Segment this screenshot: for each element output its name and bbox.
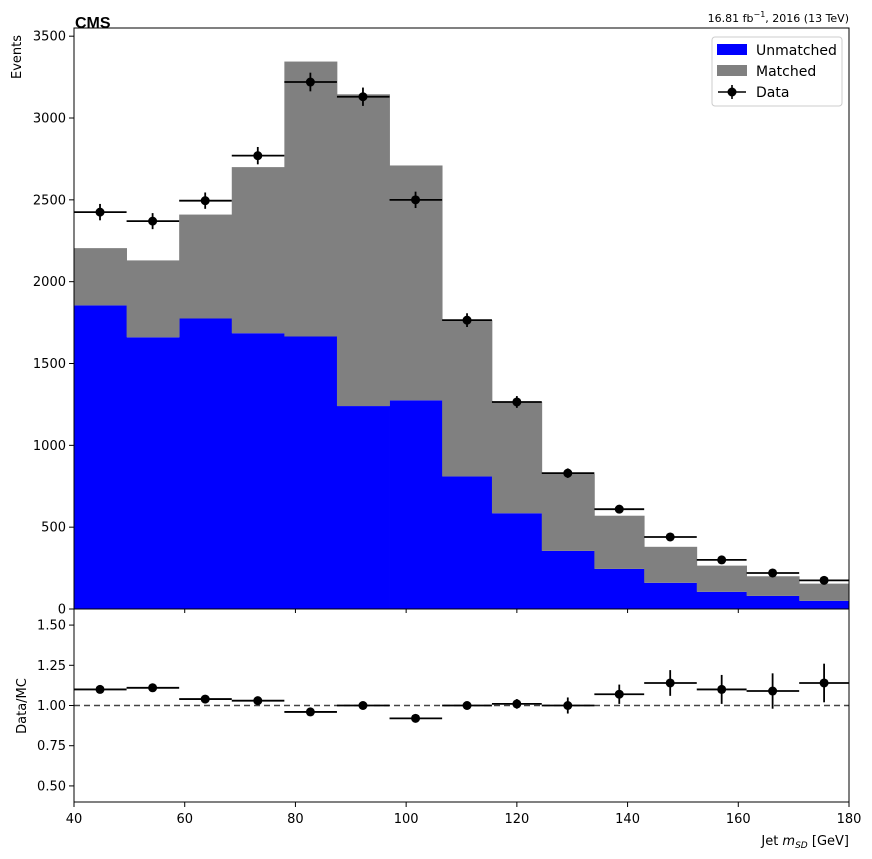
bar-matched-1: [126, 260, 180, 338]
bar-unmatched-10: [594, 568, 645, 609]
data-point-4: [305, 77, 315, 87]
bar-unmatched-8: [491, 513, 543, 609]
ratio-point-0: [95, 684, 105, 694]
data-point-7: [462, 315, 472, 325]
bar-unmatched-11: [644, 582, 698, 609]
bar-matched-4: [284, 61, 338, 337]
data-point-3: [253, 151, 263, 161]
main-y-axis-label: Events: [10, 35, 25, 79]
data-point-1: [148, 216, 158, 226]
bar-unmatched-0: [74, 305, 127, 609]
ratio-point-10: [614, 689, 624, 699]
bar-unmatched-13: [746, 595, 800, 609]
bar-unmatched-4: [284, 336, 338, 609]
main-ytick-label-2: 1000: [33, 439, 66, 454]
bar-matched-7: [442, 320, 493, 477]
x-tick-label-4: 120: [504, 812, 529, 827]
ratio-y-axis-label: Data/MC: [15, 678, 30, 734]
bar-unmatched-3: [231, 333, 285, 609]
ratio-point-1: [148, 683, 158, 693]
experiment-label: CMS: [75, 15, 111, 32]
ratio-point-5: [358, 701, 368, 710]
bar-unmatched-6: [389, 400, 443, 609]
main-ytick-label-3: 1500: [33, 357, 66, 372]
bar-matched-12: [696, 565, 747, 592]
ratio-ytick-label-0: 0.50: [37, 779, 66, 794]
data-point-11: [665, 532, 675, 542]
data-point-13: [768, 568, 778, 578]
ratio-point-11: [665, 678, 675, 688]
data-point-9: [563, 468, 573, 478]
bar-unmatched-12: [696, 591, 747, 609]
data-point-0: [95, 207, 105, 217]
ratio-point-4: [305, 707, 315, 717]
legend-label-unmatched: Unmatched: [756, 43, 837, 59]
main-ytick-label-1: 500: [41, 521, 66, 536]
bar-matched-14: [799, 583, 850, 601]
ratio-point-7: [462, 701, 472, 710]
data-point-10: [614, 504, 624, 514]
ratio-point-9: [563, 701, 573, 710]
legend-swatch-matched: [717, 65, 747, 76]
data-point-12: [717, 555, 727, 565]
ratio-point-2: [200, 694, 210, 704]
main-ytick-label-5: 2500: [33, 193, 66, 208]
ratio-ytick-label-3: 1.25: [37, 659, 66, 674]
bar-matched-0: [74, 248, 127, 306]
bar-matched-13: [746, 576, 800, 596]
ratio-ytick-label-4: 1.50: [37, 619, 66, 634]
bar-unmatched-14: [799, 600, 850, 609]
x-tick-label-7: 180: [837, 812, 862, 827]
main-ytick-label-4: 2000: [33, 275, 66, 290]
legend-swatch-unmatched: [717, 44, 747, 55]
main-ytick-label-0: 0: [58, 603, 66, 618]
main-panel: 0 500 1000 1500 2000 2500 3000 3500 Events Unma…: [10, 27, 850, 618]
luminosity-label: 16.81 fb−1, 2016 (13 TeV): [708, 10, 849, 25]
bar-matched-9: [541, 473, 595, 551]
ratio-point-14: [819, 678, 829, 688]
bar-unmatched-1: [126, 337, 180, 609]
ratio-point-3: [253, 696, 263, 706]
ratio-ytick-label-2: 1.00: [37, 699, 66, 714]
bar-unmatched-9: [541, 550, 595, 609]
legend-label-matched: Matched: [756, 64, 816, 80]
legend-label-data: Data: [756, 85, 789, 101]
bar-matched-8: [491, 401, 543, 514]
main-ytick-label-7: 3500: [33, 30, 66, 45]
data-point-14: [819, 575, 829, 585]
legend-marker-data-dot: [727, 87, 737, 97]
ratio-panel: 0.50 0.75 1.00 1.25 1.50 40 60 80 100 120 140 160 1…: [15, 608, 862, 851]
data-point-8: [512, 397, 522, 407]
bar-unmatched-2: [179, 318, 233, 609]
bar-matched-3: [231, 167, 285, 334]
x-tick-label-3: 100: [394, 812, 419, 827]
bar-matched-10: [594, 515, 645, 569]
legend: Unmatched Matched Data: [711, 36, 843, 107]
x-tick-label-6: 160: [726, 812, 751, 827]
ratio-point-13: [768, 686, 778, 696]
ratio-point-6: [411, 713, 421, 723]
data-point-2: [200, 196, 210, 206]
bar-unmatched-5: [336, 406, 390, 609]
bar-matched-11: [644, 546, 698, 583]
data-point-6: [411, 195, 421, 205]
data-point-5: [358, 92, 368, 102]
bar-matched-5: [336, 94, 390, 407]
bar-matched-2: [179, 214, 233, 319]
ratio-point-8: [512, 699, 522, 709]
bar-unmatched-7: [442, 476, 493, 609]
ratio-point-12: [717, 684, 727, 694]
main-ytick-label-6: 3000: [33, 112, 66, 127]
x-tick-label-5: 140: [615, 812, 640, 827]
x-tick-label-2: 80: [287, 812, 304, 827]
x-tick-label-0: 40: [66, 812, 83, 827]
x-tick-label-1: 60: [176, 812, 193, 827]
ratio-ytick-label-1: 0.75: [37, 739, 66, 754]
x-axis-label: Jet mSD [GeV]: [760, 834, 849, 851]
